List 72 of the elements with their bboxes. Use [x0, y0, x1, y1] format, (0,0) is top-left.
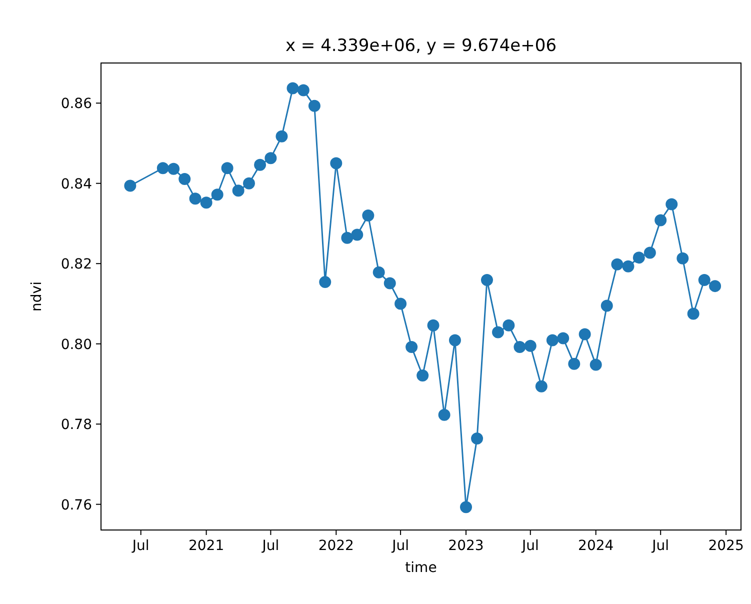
- x-tick-label: Jul: [261, 538, 280, 554]
- point: [394, 298, 407, 310]
- point: [654, 214, 667, 226]
- point: [676, 252, 689, 264]
- point: [242, 177, 255, 190]
- point: [384, 277, 396, 290]
- x-tick-label: Jul: [651, 538, 670, 554]
- point: [590, 358, 602, 371]
- point: [438, 408, 450, 421]
- point: [460, 501, 472, 514]
- point: [341, 232, 354, 244]
- y-tick-label: 0.86: [60, 96, 92, 112]
- point: [666, 198, 678, 210]
- x-tick-label: Jul: [520, 538, 539, 554]
- point: [178, 172, 191, 185]
- point: [448, 334, 461, 346]
- y-tick-label: 0.82: [60, 256, 92, 273]
- point: [362, 209, 374, 222]
- x-tick-label: Jul: [131, 538, 150, 554]
- point: [351, 228, 364, 241]
- point: [514, 341, 526, 354]
- point: [578, 328, 591, 340]
- point: [189, 192, 202, 205]
- point: [568, 358, 580, 370]
- point: [611, 258, 624, 270]
- point: [168, 162, 180, 175]
- point: [535, 380, 548, 392]
- point: [276, 130, 288, 142]
- point: [211, 188, 224, 201]
- point: [492, 326, 504, 338]
- chart-title: x = 4.339e+06, y = 9.674e+06: [285, 36, 557, 56]
- point: [372, 266, 385, 278]
- point: [286, 82, 299, 94]
- point: [524, 340, 536, 352]
- point: [406, 341, 418, 354]
- point: [232, 184, 244, 197]
- y-tick-label: 0.76: [60, 497, 92, 514]
- x-tick-label: 2025: [708, 538, 744, 554]
- point: [200, 196, 212, 209]
- x-tick-label: Jul: [391, 538, 409, 554]
- point: [254, 158, 266, 171]
- point: [687, 308, 700, 320]
- point: [709, 280, 722, 292]
- point: [622, 260, 634, 272]
- point: [156, 162, 169, 174]
- point: [330, 157, 342, 170]
- point: [308, 100, 320, 112]
- y-axis-title: ndvi: [29, 282, 45, 312]
- point: [600, 300, 613, 312]
- x-axis-title: time: [405, 560, 437, 576]
- point: [480, 274, 493, 286]
- y-tick-label: 0.80: [60, 336, 92, 353]
- point: [427, 319, 440, 332]
- point: [471, 432, 484, 445]
- x-tick-label: 2023: [448, 538, 484, 554]
- point: [698, 274, 710, 286]
- y-tick-label: 0.78: [60, 417, 92, 434]
- y-tick-label: 0.84: [60, 176, 92, 192]
- point: [644, 246, 656, 259]
- point: [632, 252, 645, 264]
- point: [557, 332, 570, 344]
- point: [264, 152, 277, 164]
- x-tick-label: 2021: [188, 538, 224, 554]
- point: [502, 319, 515, 332]
- x-tick-label: 2022: [318, 538, 354, 554]
- point: [546, 334, 558, 346]
- point: [297, 84, 310, 96]
- x-tick-label: 2024: [578, 538, 614, 554]
- point: [124, 180, 136, 192]
- point: [221, 162, 234, 174]
- point: [416, 370, 429, 382]
- point: [319, 276, 332, 288]
